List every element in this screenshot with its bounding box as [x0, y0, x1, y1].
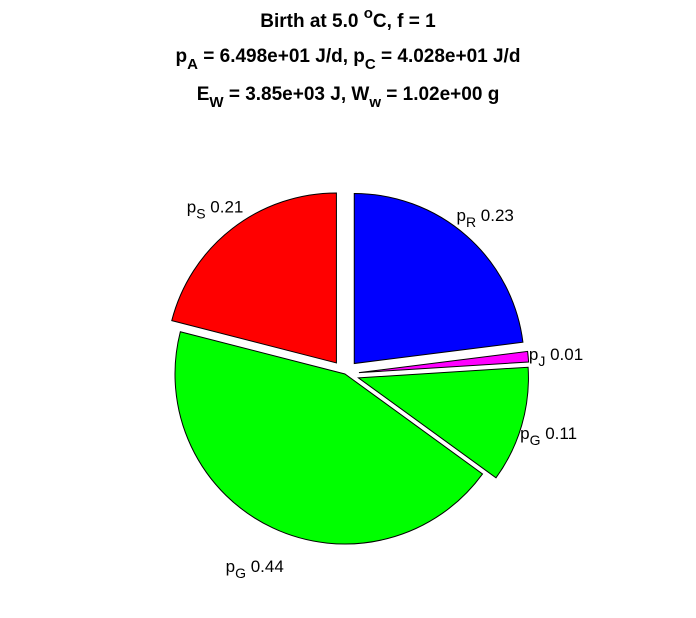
title-line-3: EW = 3.85e+03 J, Ww = 1.02e+00 g: [197, 84, 500, 111]
pie-slices: [171, 192, 530, 545]
pie-slice-pG-4: [174, 331, 484, 545]
chart-title: Birth at 5.0 oC, f = 1 pA = 6.498e+01 J/d…: [176, 5, 521, 111]
slice-label-pG-3: pG 0.11: [520, 424, 577, 448]
slice-label-pG-4: pG 0.44: [226, 557, 284, 581]
pie-slice-pR-1: [353, 192, 524, 365]
title-line-2: pA = 6.498e+01 J/d, pC = 4.028e+01 J/d: [176, 46, 521, 73]
pie-slice-pS-5: [171, 192, 337, 364]
title-line-1-part-1: Birth at 5.0: [260, 11, 363, 32]
title-line-2-part-2: A: [187, 56, 198, 73]
slice-labels: pR 0.23 pJ 0.01 pG 0.11 pG 0.44 pS 0.21: [187, 197, 583, 580]
title-line-2-part-5: = 4.028e+01 J/d: [376, 46, 521, 67]
pie-slice-pG-3: [357, 366, 529, 479]
title-line-2-part-3: = 6.498e+01 J/d, p: [198, 46, 365, 67]
title-line-2-part-1: p: [176, 46, 188, 67]
pie-slice-pJ-2: [358, 350, 530, 374]
title-line-1: Birth at 5.0 oC, f = 1: [260, 5, 436, 32]
title-line-3-part-1: E: [197, 84, 210, 105]
slice-label-pS-5: pS 0.21: [187, 197, 244, 221]
title-line-3-part-5: = 1.02e+00 g: [381, 84, 499, 105]
slice-label-pJ-2: pJ 0.01: [529, 345, 583, 369]
title-line-3-part-4: w: [368, 94, 381, 111]
title-line-2-part-4: C: [365, 56, 376, 73]
title-line-3-part-2: W: [209, 94, 224, 111]
title-line-1-part-2: o: [364, 5, 373, 22]
slice-label-pR-1: pR 0.23: [456, 206, 513, 230]
title-line-3-part-3: = 3.85e+03 J, W: [224, 84, 370, 105]
title-line-1-part-3: C, f = 1: [373, 11, 436, 32]
